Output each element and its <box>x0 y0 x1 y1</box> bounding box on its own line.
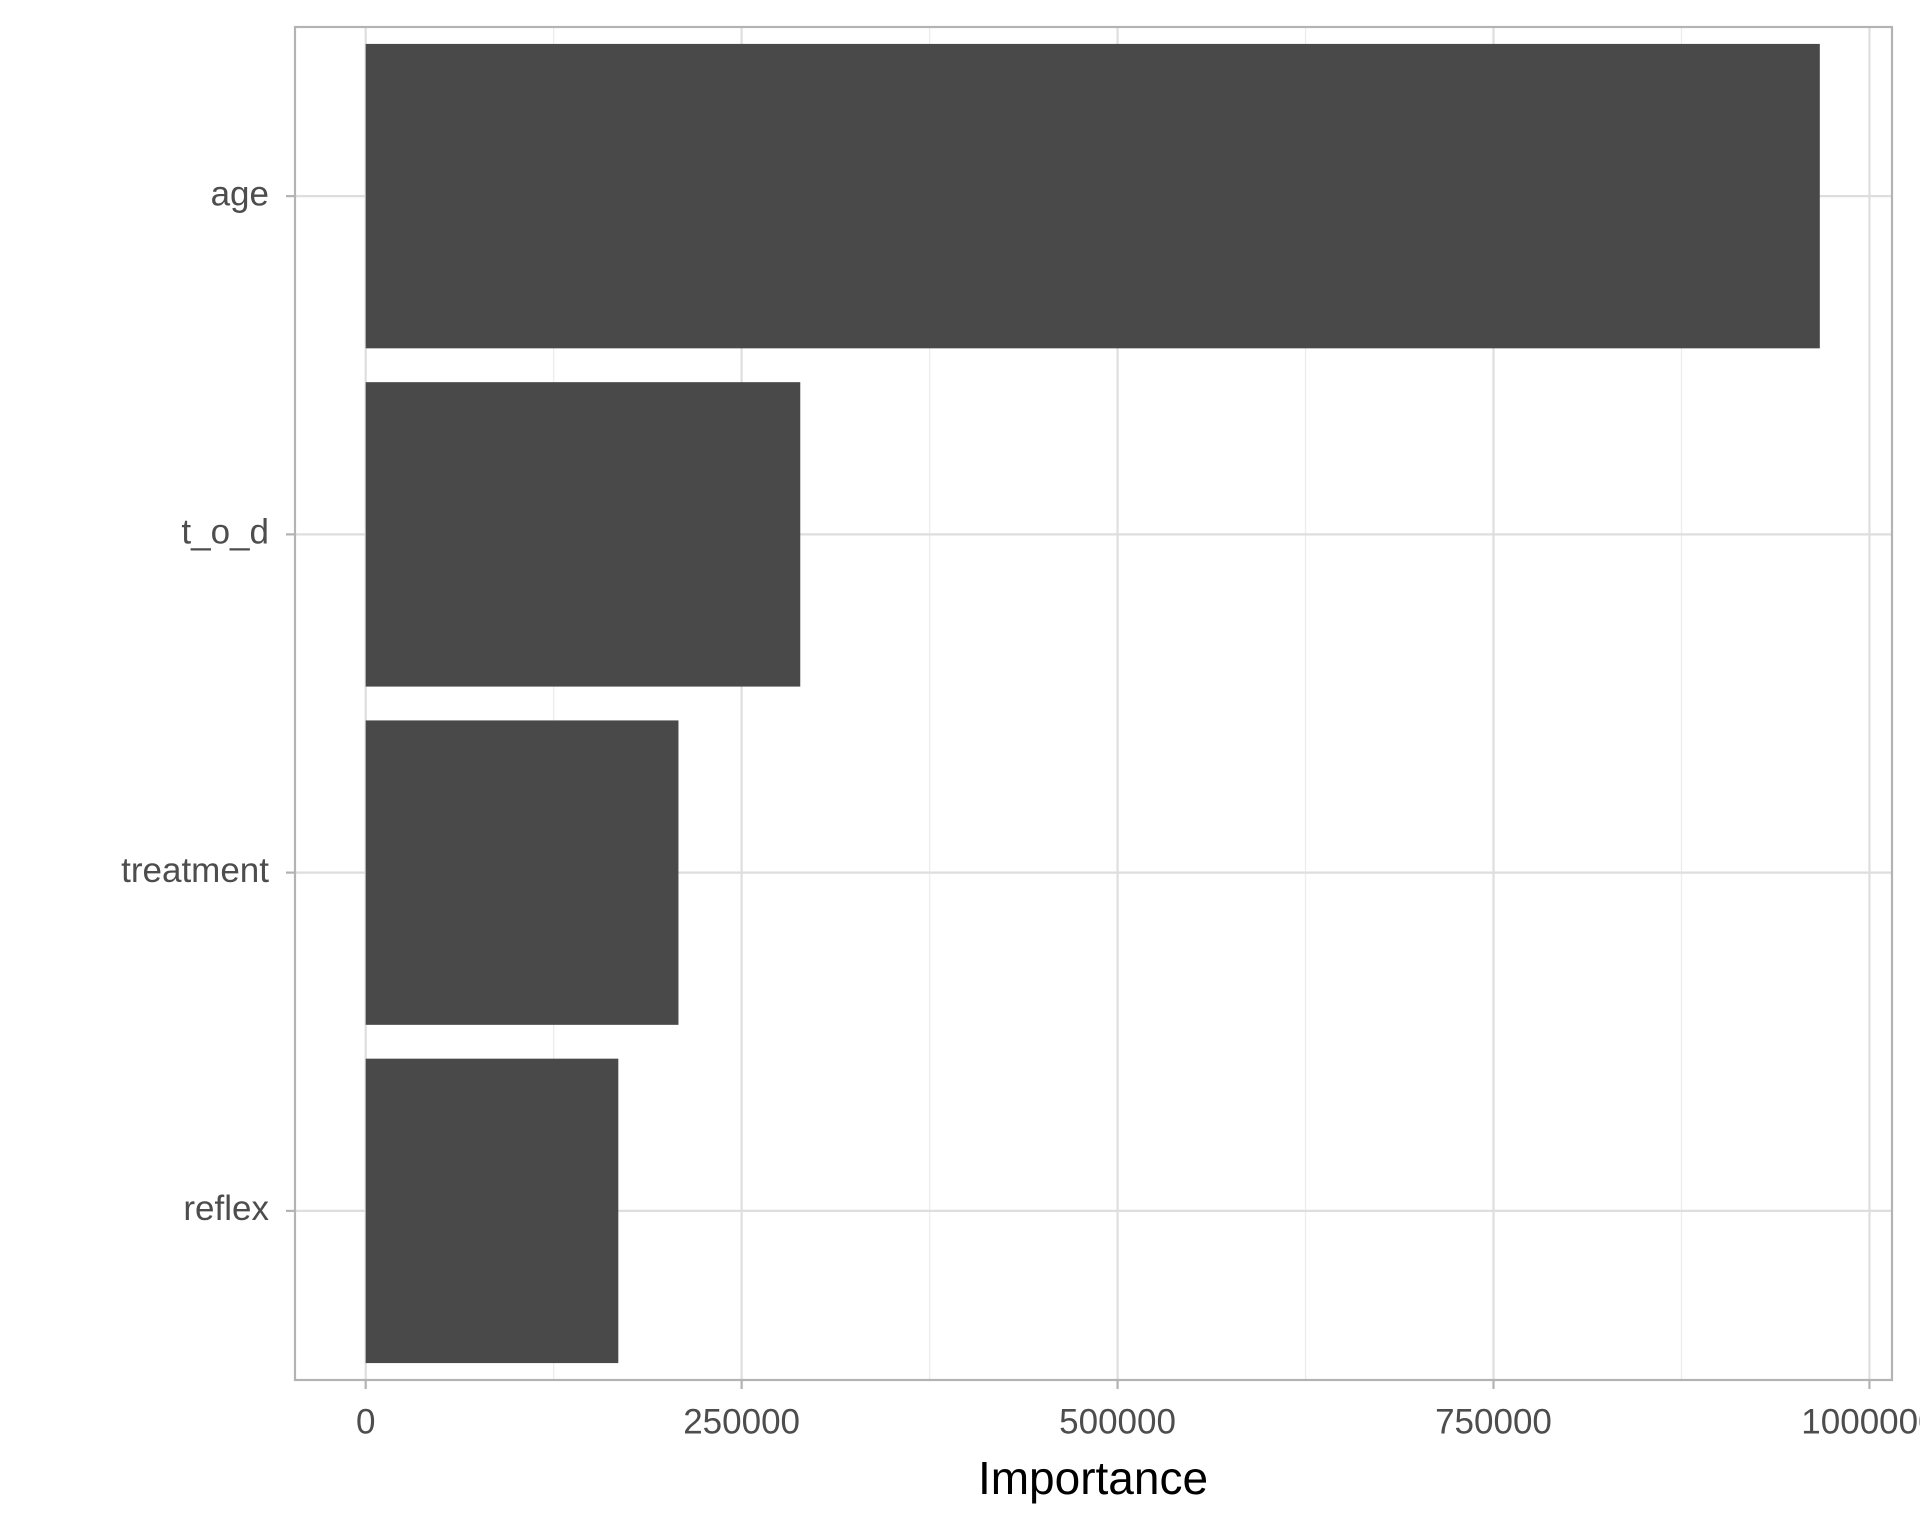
bar <box>365 382 801 687</box>
y-tick-label: treatment <box>121 851 269 890</box>
panel-border <box>293 25 1894 1382</box>
x-tick-label: 750000 <box>1435 1402 1552 1441</box>
y-tick-label: reflex <box>183 1189 269 1228</box>
y-tick-label: t_o_d <box>181 513 269 552</box>
x-tick-label: 0 <box>356 1402 375 1441</box>
x-tick-label: 500000 <box>1059 1402 1176 1441</box>
x-tick-label: 1000000 <box>1801 1402 1920 1441</box>
bar <box>365 1058 619 1364</box>
y-tick-label: age <box>211 174 269 213</box>
x-axis-title: Importance <box>978 1452 1208 1504</box>
x-tick-label: 250000 <box>683 1402 800 1441</box>
bar <box>365 43 1820 349</box>
bar <box>365 720 679 1025</box>
